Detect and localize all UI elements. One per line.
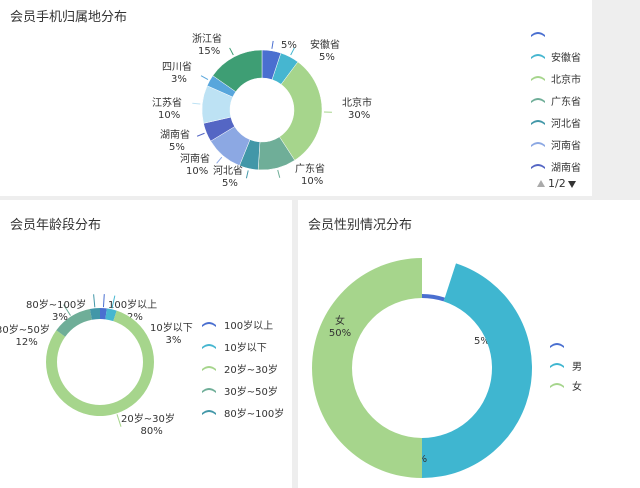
- region-label-line: [290, 47, 295, 56]
- age-label-line: [63, 304, 71, 316]
- legend-icon[interactable]: [531, 164, 545, 169]
- region-label-line: [192, 102, 201, 105]
- legend-icon[interactable]: [531, 32, 545, 37]
- region-slice[interactable]: [212, 49, 263, 93]
- region-slice-name: 浙江省: [192, 32, 222, 45]
- legend-icon[interactable]: [550, 343, 564, 348]
- legend-label[interactable]: 80岁~100岁: [224, 407, 284, 420]
- legend-icon[interactable]: [550, 383, 564, 388]
- region-slice-value: 5%: [222, 178, 238, 189]
- legend-label[interactable]: 湖南省: [551, 161, 581, 174]
- legend-label[interactable]: 30岁~50岁: [224, 385, 278, 398]
- region-label-line: [245, 170, 249, 179]
- age-slice-value: 2%: [127, 312, 143, 323]
- region-slice-name: 安徽省: [310, 38, 340, 51]
- region-slice-name: 江苏省: [152, 96, 182, 109]
- legend-label[interactable]: 100岁以上: [224, 319, 273, 332]
- legend-label[interactable]: 10岁以下: [224, 341, 267, 354]
- region-slice-name: 河南省: [180, 152, 210, 165]
- triangle-down-icon[interactable]: [568, 181, 576, 188]
- age-slice-value: 80%: [141, 426, 163, 437]
- triangle-up-icon[interactable]: [537, 180, 545, 187]
- region-label-line: [196, 132, 205, 137]
- age-panel: 会员年龄段分布 100岁以上 2% 10岁以下 3% 20岁~30岁 80% 30岁~50岁…: [0, 200, 292, 488]
- age-slice-name: 20岁~30岁: [121, 412, 175, 425]
- legend-icon[interactable]: [202, 410, 216, 415]
- region-label-line: [271, 40, 274, 49]
- region-slice-value: 10%: [186, 166, 208, 177]
- gender-panel: 会员性别情况分布 5%男45%女50%男女: [298, 200, 640, 488]
- gender-slice-name: 女: [335, 314, 345, 327]
- age-panel-title: 会员年龄段分布: [10, 218, 102, 233]
- age-slice[interactable]: [100, 308, 107, 320]
- age-slice-name: 100岁以上: [108, 298, 157, 311]
- region-label-line: [200, 75, 209, 81]
- region-label-line: [229, 47, 234, 56]
- age-slice-name: 10岁以下: [150, 321, 193, 334]
- legend-label[interactable]: 广东省: [551, 95, 581, 108]
- legend-label[interactable]: 安徽省: [551, 51, 581, 64]
- gender-panel-title: 会员性别情况分布: [308, 218, 413, 233]
- legend-icon[interactable]: [531, 54, 545, 59]
- region-slice-name: 河北省: [213, 164, 243, 177]
- age-slice[interactable]: [105, 308, 117, 322]
- age-slice-name: 30岁~50岁: [0, 323, 50, 336]
- legend-icon[interactable]: [202, 344, 216, 349]
- region-slice-name: 广东省: [295, 162, 325, 175]
- legend-label[interactable]: 河南省: [551, 139, 581, 152]
- legend-icon[interactable]: [531, 98, 545, 103]
- region-slice-value: 10%: [158, 110, 180, 121]
- region-slice-value: 10%: [301, 176, 323, 187]
- age-slice-value: 3%: [166, 335, 182, 346]
- region-slice-name: 北京市: [342, 96, 372, 109]
- legend-label[interactable]: 20岁~30岁: [224, 363, 278, 376]
- region-slice-value: 30%: [348, 110, 370, 121]
- region-panel-title: 会员手机归属地分布: [10, 10, 128, 25]
- legend-icon[interactable]: [531, 142, 545, 147]
- age-slice[interactable]: [89, 308, 100, 320]
- region-slice-name: 湖南省: [160, 128, 190, 141]
- age-slice-name: 80岁~100岁: [26, 298, 86, 311]
- age-chart: 100岁以上2%10岁以下3%20岁~30岁80%30岁~50岁12%80岁~1…: [0, 294, 284, 437]
- legend-icon[interactable]: [202, 388, 216, 393]
- legend-page-indicator: 1/2: [548, 177, 566, 190]
- gender-slice-value: 5%: [474, 336, 490, 347]
- region-panel: 会员手机归属地分布 5% 安徽省 5% 北京市 30% 广东省 10% 河北省 5% 河南省 10%…: [0, 0, 592, 196]
- age-label-line: [111, 295, 116, 309]
- age-slice-value: 3%: [52, 312, 68, 323]
- legend-icon[interactable]: [202, 366, 216, 371]
- region-label-line: [216, 156, 223, 164]
- age-slice-value: 12%: [16, 337, 38, 348]
- legend-icon[interactable]: [531, 76, 545, 81]
- legend-icon[interactable]: [531, 120, 545, 125]
- region-slice-name: 四川省: [162, 60, 192, 73]
- region-slice-value: 5%: [319, 52, 335, 63]
- age-slice[interactable]: [56, 308, 92, 337]
- region-slice-value: 5%: [281, 40, 297, 51]
- region-slice-value: 5%: [169, 142, 185, 153]
- gender-slice[interactable]: [422, 263, 532, 478]
- age-label-line: [93, 294, 96, 308]
- legend-icon[interactable]: [202, 322, 216, 327]
- legend-label[interactable]: 北京市: [551, 73, 581, 86]
- legend-label[interactable]: 河北省: [551, 117, 581, 130]
- legend-icon[interactable]: [550, 363, 564, 368]
- region-chart: 5% 安徽省5%北京市30%广东省10%河北省5%河南省10%湖南省5%江苏省10…: [152, 32, 581, 190]
- age-label-line: [102, 294, 105, 308]
- gender-slice-value: 50%: [329, 328, 351, 339]
- gender-chart: 5%男45%女50%男女: [312, 258, 582, 478]
- legend-label[interactable]: 男: [572, 361, 582, 373]
- region-slice-value: 3%: [171, 74, 187, 85]
- region-label-line: [277, 169, 281, 178]
- age-label-line: [116, 414, 122, 427]
- region-slice-value: 15%: [198, 46, 220, 57]
- gender-slice[interactable]: [312, 258, 422, 478]
- legend-label[interactable]: 女: [572, 380, 582, 393]
- gender-slice[interactable]: [422, 294, 445, 302]
